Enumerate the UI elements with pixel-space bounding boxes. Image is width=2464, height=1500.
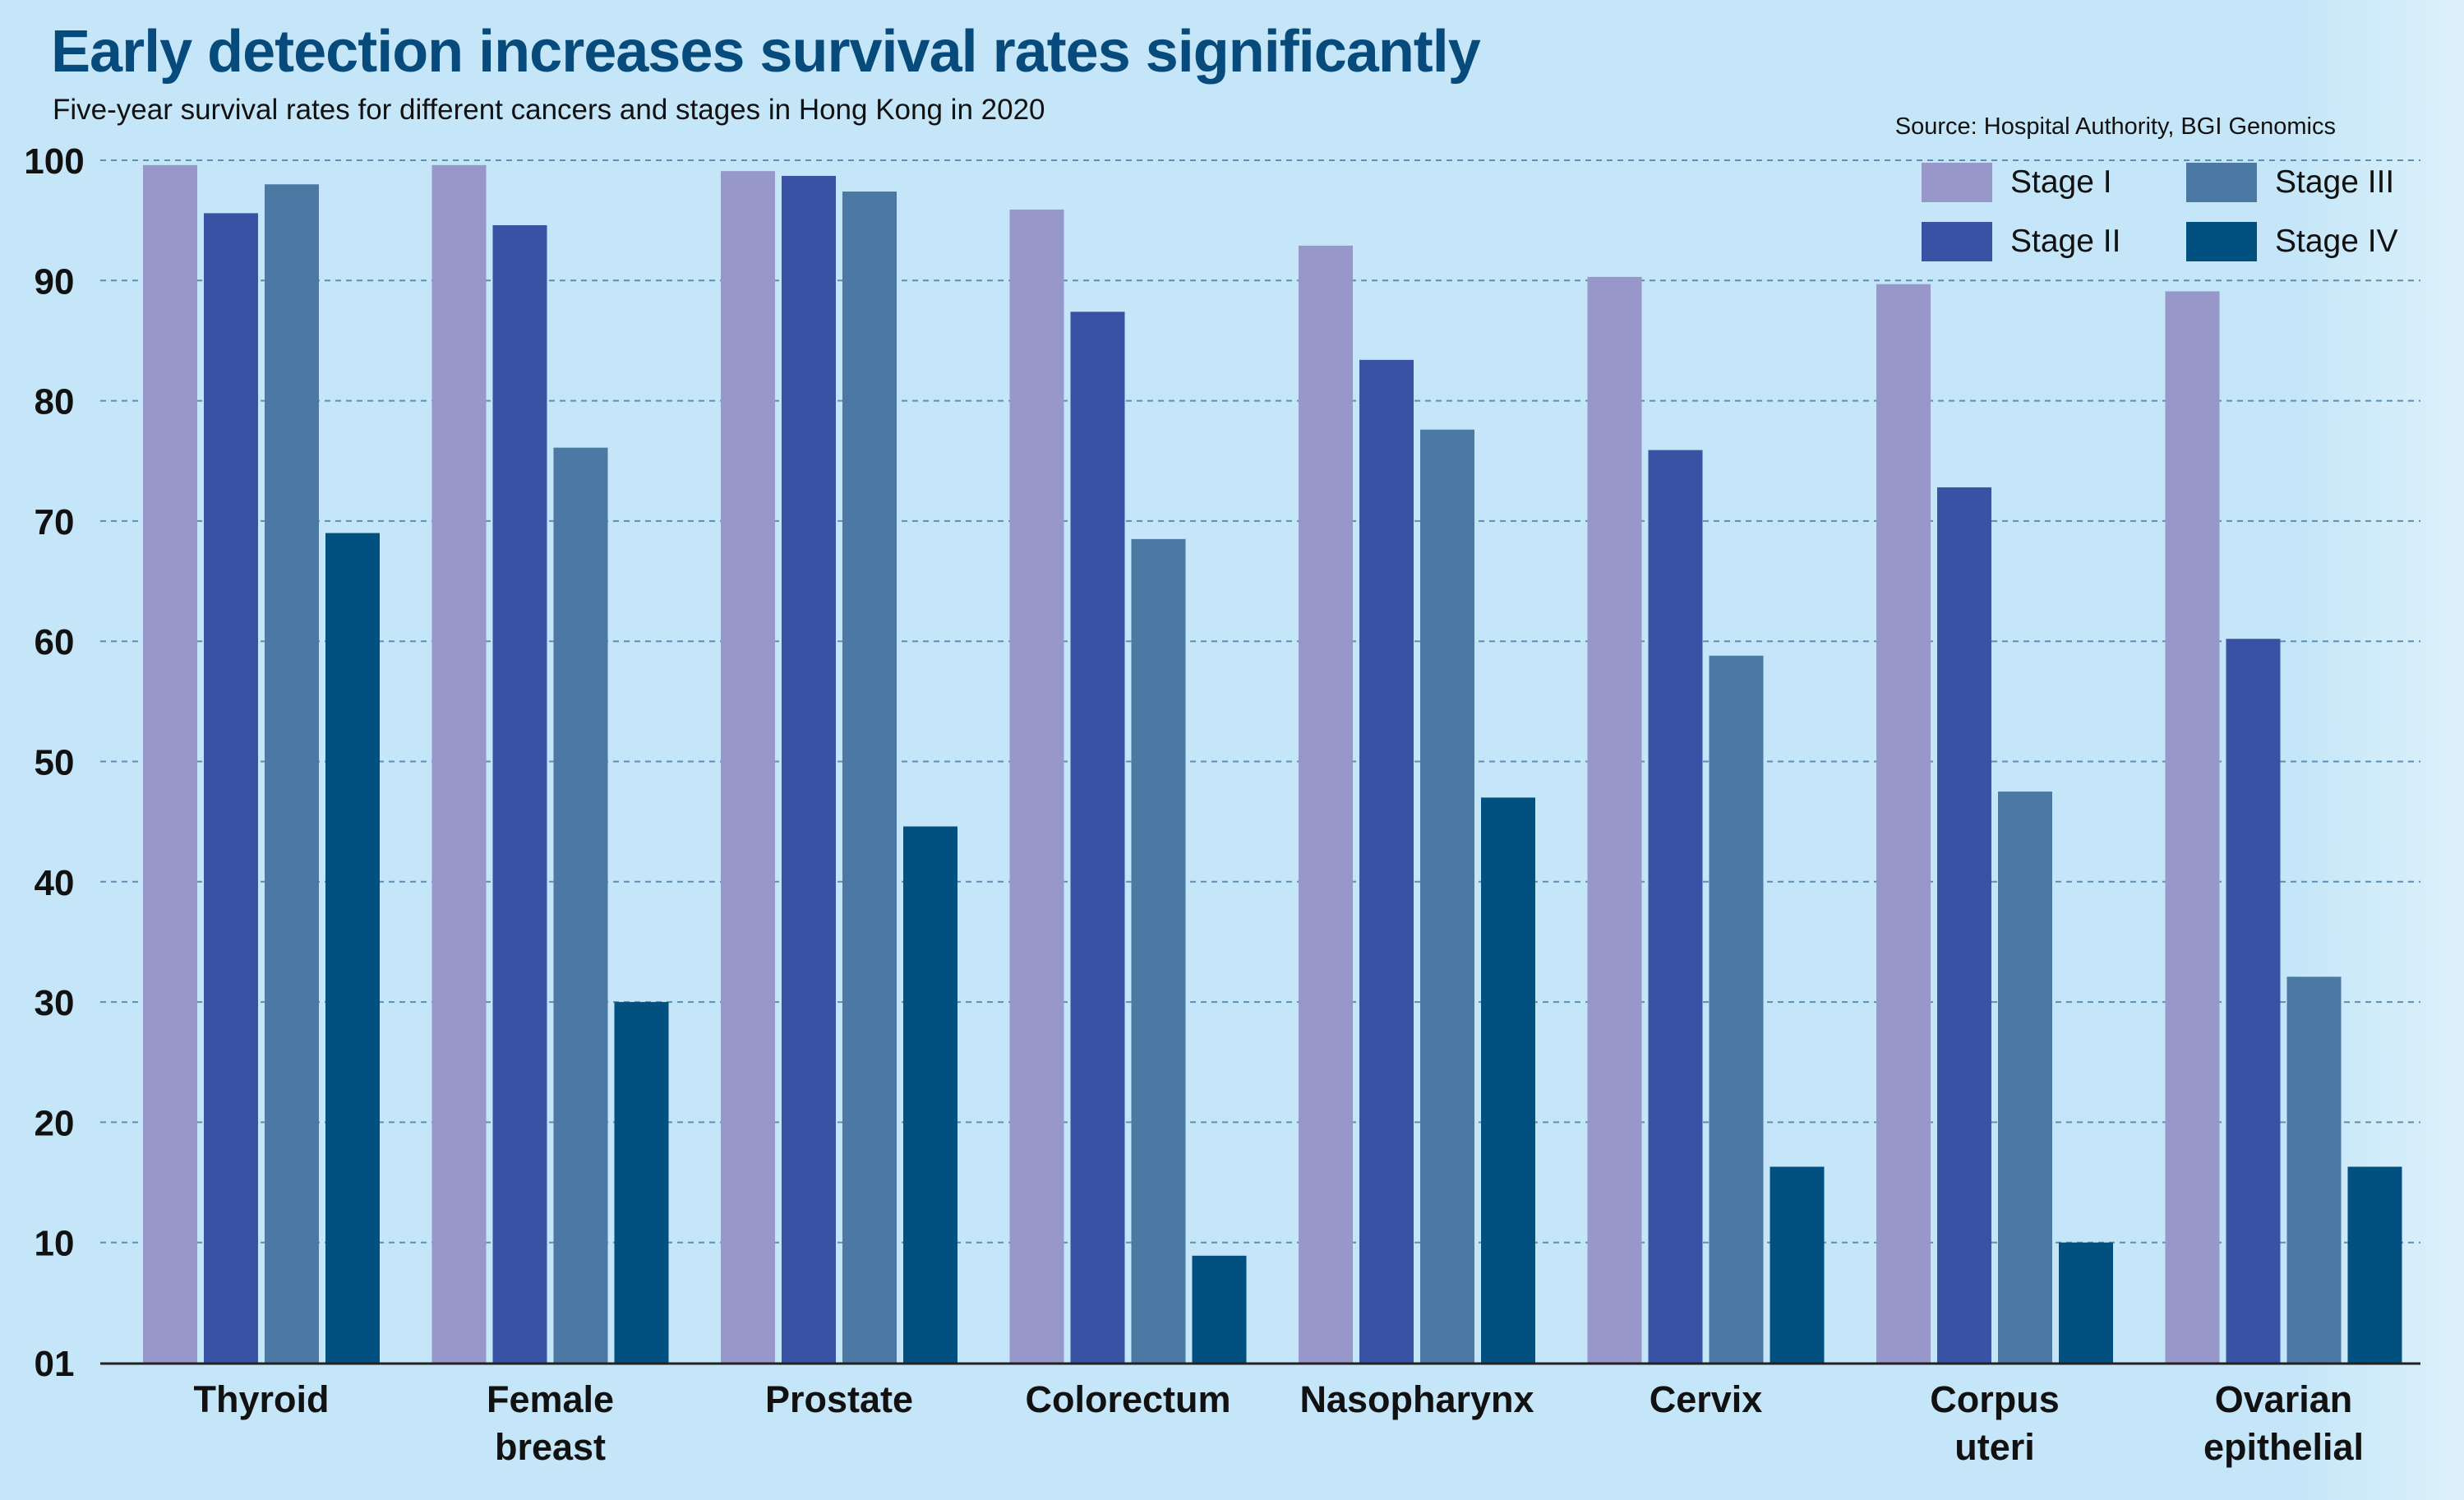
bar-stage-ii (492, 225, 547, 1364)
bar-stage-iv (2347, 1166, 2402, 1363)
bar-stage-ii (782, 176, 836, 1363)
bar-stage-ii (1937, 487, 1991, 1363)
x-tick-label: Ovarian (2215, 1378, 2353, 1420)
bar-stage-i (143, 164, 197, 1363)
bar-stage-i (1587, 276, 1642, 1363)
legend-item-stage-3: Stage III (2186, 163, 2394, 202)
bar-stage-ii (204, 213, 258, 1363)
bar-stage-iii (1998, 792, 2052, 1363)
bar-stage-ii (1070, 312, 1125, 1363)
bar-stage-ii (1359, 359, 1414, 1363)
legend-label-stage-1: Stage I (2010, 164, 2112, 200)
y-tick-label: 30 (35, 983, 75, 1023)
chart-subtitle: Five-year survival rates for different c… (53, 94, 1045, 126)
bar-stage-ii (2226, 639, 2281, 1363)
y-tick-label: 60 (35, 622, 75, 662)
y-tick-label: 100 (24, 141, 84, 182)
bar-stage-i (431, 164, 487, 1363)
x-tick-label: Cervix (1650, 1378, 1763, 1420)
legend-swatch-stage-1 (1922, 163, 1992, 202)
bar-stage-iii (1709, 655, 1764, 1363)
bar-stage-iv (903, 826, 957, 1363)
x-tick-label: Female (487, 1378, 614, 1420)
bar-stage-i (2165, 291, 2220, 1363)
legend-label-stage-3: Stage III (2275, 164, 2395, 200)
bar-stage-iv (2059, 1242, 2113, 1363)
legend-swatch-stage-3 (2186, 163, 2257, 202)
source-note: Source: Hospital Authority, BGI Genomics (1894, 113, 2336, 140)
bar-stage-iii (265, 184, 319, 1363)
y-tick-label: 50 (35, 743, 75, 783)
y-tick-label: 70 (35, 502, 75, 542)
y-tick-label: 90 (35, 261, 75, 302)
bar-stage-iii (842, 192, 897, 1364)
bar-stage-iv (1481, 797, 1535, 1363)
legend-label-stage-4: Stage IV (2275, 224, 2398, 259)
bars (143, 164, 2402, 1364)
x-tick-label: Prostate (765, 1378, 913, 1420)
legend-item-stage-4: Stage IV (2186, 222, 2398, 261)
y-tick-label: 20 (35, 1103, 75, 1143)
bar-stage-iii (553, 447, 608, 1363)
x-tick-label: breast (495, 1426, 606, 1468)
legend-swatch-stage-4 (2186, 222, 2257, 261)
x-tick-label: Corpus (1930, 1378, 2060, 1420)
bar-stage-iii (1420, 429, 1474, 1364)
bar-stage-iv (325, 533, 380, 1363)
bar-stage-ii (1648, 450, 1703, 1363)
gridlines (100, 159, 2420, 1244)
y-tick-label: 40 (35, 863, 75, 903)
x-tick-label: uteri (1954, 1426, 2035, 1468)
legend: Stage I Stage II Stage III Stage IV (1922, 163, 2431, 270)
x-tick-label: Nasopharynx (1299, 1378, 1534, 1420)
bar-stage-iv (1192, 1255, 1247, 1363)
bar-stage-iv (1770, 1166, 1825, 1363)
bar-stage-i (1299, 245, 1353, 1363)
x-tick-label: epithelial (2203, 1426, 2364, 1468)
legend-swatch-stage-2 (1922, 222, 1992, 261)
legend-item-stage-1: Stage I (1922, 163, 2112, 202)
bar-stage-i (1876, 284, 1931, 1364)
y-tick-label: 10 (35, 1224, 75, 1264)
bar-stage-iv (614, 1002, 669, 1363)
bar-stage-iii (1131, 538, 1186, 1363)
legend-label-stage-2: Stage II (2010, 224, 2121, 259)
axes: 01 10 20 30 40 50 60 70 80 90 100 Thyroid Female brea… (24, 141, 2420, 1468)
legend-item-stage-2: Stage II (1922, 222, 2120, 261)
y-tick-label: 01 (35, 1344, 75, 1384)
bar-stage-iii (2286, 976, 2342, 1363)
x-tick-label: Colorectum (1025, 1378, 1230, 1420)
y-tick-label: 80 (35, 382, 75, 422)
chart-title: Early detection increases survival rates… (51, 19, 1481, 85)
bar-stage-i (721, 171, 775, 1364)
x-tick-label: Thyroid (194, 1378, 330, 1420)
bar-stage-i (1009, 209, 1064, 1363)
